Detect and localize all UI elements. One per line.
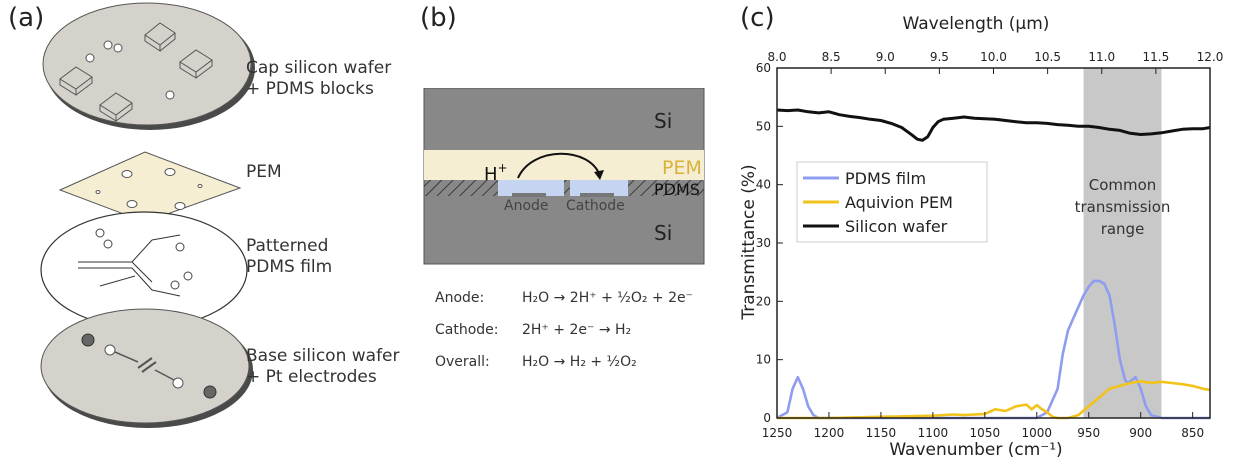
anode-electrode (512, 193, 546, 197)
x-tick-label: 1100 (918, 426, 949, 440)
x2-tick-label: 9.5 (930, 50, 949, 64)
x-tick-label: 850 (1181, 426, 1204, 440)
y-tick-label: 60 (756, 61, 771, 75)
x2-tick-label: 11.5 (1143, 50, 1170, 64)
x-tick-label: 1000 (1022, 426, 1053, 440)
series-line (776, 279, 1211, 420)
x-tick-label: 1250 (762, 426, 793, 440)
x2-tick-label: 11.0 (1088, 50, 1115, 64)
x-tick-label: 1050 (970, 426, 1001, 440)
panel-b-label: (b) (420, 3, 457, 33)
cathode-channel (570, 180, 628, 196)
layer-label-base-wafer: Base silicon wafer + Pt electrodes (246, 346, 400, 387)
x2-axis-label: Wavelength (μm) (903, 14, 1050, 34)
si-top-label: Si (654, 109, 672, 133)
layer-label-cap-wafer: Cap silicon wafer + PDMS blocks (246, 58, 392, 99)
x-tick-label: 1150 (866, 426, 897, 440)
band-label: Common (1089, 176, 1157, 194)
layer-label-pdms-film: Patterned PDMS film (246, 236, 333, 277)
reaction-overall-eq: H₂O → H₂ + ½O₂ (522, 354, 637, 370)
y-tick-label: 50 (756, 119, 771, 133)
reaction-anode-name: Anode: (435, 290, 485, 306)
x-tick-label: 900 (1129, 426, 1152, 440)
layer-label-pem: PEM (246, 162, 282, 182)
x2-tick-label: 10.0 (980, 50, 1007, 64)
panel-c-label: (c) (740, 3, 775, 33)
legend-label: Aquivion PEM (845, 193, 953, 212)
pdms-block (59, 22, 213, 122)
cathode-electrode (580, 193, 614, 197)
si-bottom-label: Si (654, 221, 672, 245)
reaction-anode-eq: H₂O → 2H⁺ + ½O₂ + 2e⁻ (522, 290, 693, 306)
reaction-cathode-name: Cathode: (435, 322, 499, 338)
y-tick-label: 20 (756, 294, 771, 308)
y-tick-label: 40 (756, 178, 771, 192)
x2-tick-label: 12.0 (1197, 50, 1224, 64)
panel-a-label: (a) (8, 3, 45, 33)
series-line (776, 108, 1211, 142)
x2-tick-label: 8.5 (822, 50, 841, 64)
legend-label: Silicon wafer (845, 217, 948, 236)
x2-tick-label: 10.5 (1034, 50, 1061, 64)
band-label: range (1101, 220, 1145, 238)
transmittance-chart: Common transmission range 1250 1200 1150 1100… (739, 14, 1224, 460)
y-tick-label: 10 (756, 353, 771, 367)
pem-label: PEM (662, 157, 702, 179)
y-tick-label: 0 (763, 411, 771, 425)
x-tick-label: 950 (1077, 426, 1100, 440)
proton-label: H+ (484, 161, 508, 185)
wafer-stack-illustration (40, 2, 255, 428)
y-tick-label: 30 (756, 236, 771, 250)
reaction-overall-name: Overall: (435, 354, 490, 370)
anode-label: Anode (504, 198, 549, 214)
x2-tick-label: 8.0 (767, 50, 786, 64)
x-tick-label: 1200 (814, 426, 845, 440)
x-axis-label: Wavenumber (cm⁻¹) (889, 440, 1062, 460)
electrolyzer-cross-section: Si Si PEM PDMS H+ Anode Cathode (423, 88, 705, 265)
proton-arrow (517, 152, 601, 179)
y-axis-label: Transmittance (%) (739, 164, 759, 320)
band-label: transmission (1075, 198, 1171, 216)
pdms-label: PDMS (654, 180, 700, 199)
cathode-label: Cathode (566, 198, 625, 214)
pem-layer (424, 150, 704, 180)
reaction-cathode-eq: 2H⁺ + 2e⁻ → H₂ (522, 322, 632, 338)
x2-tick-label: 9.0 (876, 50, 895, 64)
legend-label: PDMS film (845, 169, 926, 188)
anode-channel (498, 180, 564, 196)
